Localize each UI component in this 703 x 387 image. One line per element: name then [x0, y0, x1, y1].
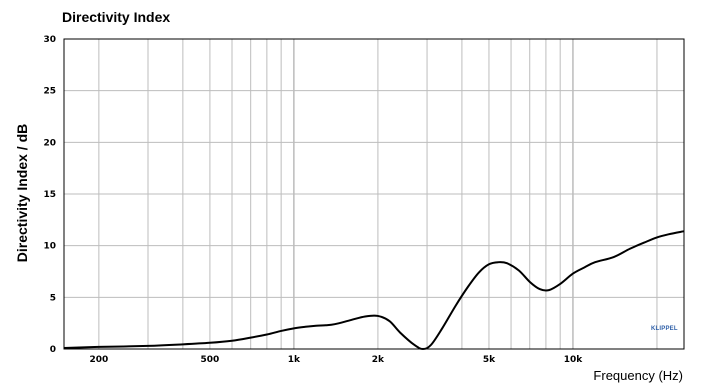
y-tick-label: 25	[43, 87, 56, 97]
y-tick-label: 30	[43, 35, 56, 45]
chart-title: Directivity Index	[62, 9, 171, 25]
x-tick-label: 2k	[372, 355, 385, 365]
x-ticks: 200 500 1k 2k 5k 10k	[89, 355, 583, 365]
y-tick-label: 15	[43, 190, 56, 200]
y-tick-label: 10	[43, 242, 56, 252]
series-group	[63, 230, 685, 351]
plot-frame	[63, 38, 685, 350]
x-tick-label: 500	[201, 355, 220, 365]
grid-major	[64, 90, 684, 298]
y-tick-label: 5	[50, 293, 56, 303]
y-tick-label: 0	[50, 345, 56, 355]
y-tick-label: 20	[43, 138, 56, 148]
series-line	[63, 230, 685, 351]
x-axis-label: Frequency (Hz)	[593, 368, 683, 383]
x-tick-label: 5k	[483, 355, 496, 365]
x-tick-label: 10k	[564, 355, 584, 365]
brand-logo: KLIPPEL	[651, 326, 678, 332]
y-ticks: 0 5 10 15 20 25 30	[43, 35, 56, 355]
x-tick-label: 200	[89, 355, 108, 365]
x-tick-label: 1k	[288, 355, 301, 365]
